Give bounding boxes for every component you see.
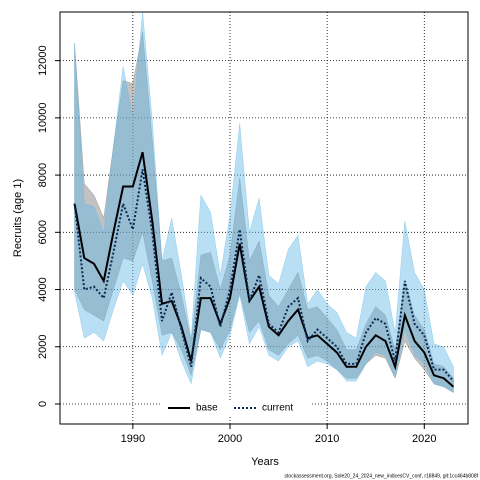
x-axis-label: Years bbox=[251, 456, 279, 468]
footer: stockassessment.org, Sole20_24_2024_new_… bbox=[285, 473, 479, 479]
series-line bbox=[73, 151, 455, 388]
y-tick-label: 4000 bbox=[37, 277, 49, 301]
x-tick-label: 2010 bbox=[315, 433, 339, 445]
y-tick-label: 8000 bbox=[37, 163, 49, 187]
x-tick-label: 1990 bbox=[121, 433, 145, 445]
y-tick-label: 6000 bbox=[37, 220, 49, 244]
plot-frame bbox=[59, 11, 469, 425]
legend-label: base bbox=[196, 403, 218, 414]
y-tick-label: 10000 bbox=[37, 103, 49, 134]
x-tick-label: 2020 bbox=[412, 433, 436, 445]
y-axis-label: Recruits (age 1) bbox=[12, 179, 24, 257]
y-tick-label: 2000 bbox=[37, 335, 49, 359]
legend-label: current bbox=[262, 403, 293, 414]
y-tick-label: 12000 bbox=[37, 45, 49, 76]
confidence-band bbox=[74, 11, 454, 393]
series-line bbox=[73, 169, 455, 382]
x-tick-label: 2000 bbox=[218, 433, 242, 445]
y-tick-label: 0 bbox=[37, 401, 49, 407]
